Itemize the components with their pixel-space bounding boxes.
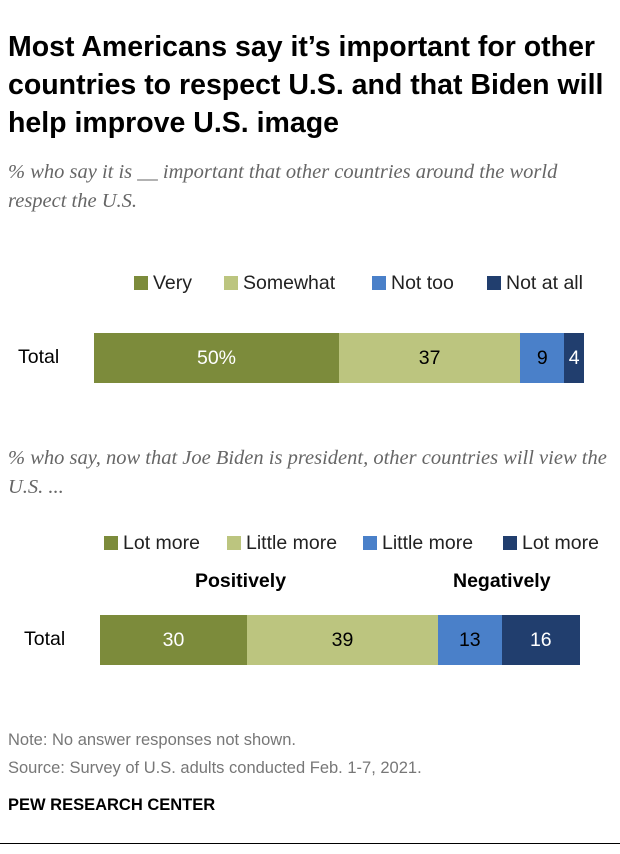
bar-segment-not-too: 9: [520, 333, 565, 383]
data-label-positive-lot-more: 30: [162, 628, 185, 651]
legend-swatch-somewhat: [224, 276, 238, 290]
legend-swatch-negative-lot-more: [503, 536, 517, 550]
bar-segment-not-at-all: 4: [564, 333, 584, 383]
legend-item-not-too: Not too: [372, 270, 454, 296]
bar-segment-negative-little-more: 13: [437, 615, 502, 665]
legend-label-negative-lot-more: Lot more: [522, 531, 599, 554]
source-text: Source: Survey of U.S. adults conducted …: [8, 759, 422, 777]
legend-label-positive-lot-more: Lot more: [123, 531, 200, 554]
chart2-subtitle: % who say, now that Joe Biden is preside…: [8, 447, 607, 498]
data-label-positive-little-more: 39: [331, 628, 354, 651]
chart2-bar: 30 39 13 16: [100, 615, 580, 665]
legend-label-positive-little-more: Little more: [246, 531, 338, 554]
bottom-rule: [0, 843, 620, 844]
legend-swatch-not-at-all: [487, 276, 501, 290]
legend-swatch-not-too: [372, 276, 386, 290]
data-label-not-too: 9: [536, 346, 548, 369]
chart1-subtitle: % who say it is __ important that other …: [8, 161, 558, 212]
legend-item-somewhat: Somewhat: [224, 270, 335, 296]
group-label-negatively: Negatively: [453, 570, 551, 592]
legend-swatch-positive-lot-more: [104, 536, 118, 550]
legend-item-positive-lot-more: Lot more: [104, 530, 200, 556]
legend-item-negative-little-more: Little more: [363, 530, 473, 556]
chart-title: Most Americans say it’s important for ot…: [8, 31, 604, 139]
bar-segment-somewhat: 37: [339, 333, 521, 383]
data-label-negative-little-more: 13: [458, 628, 481, 651]
chart2-legend: Lot more Little more Little more Lot mor…: [0, 530, 620, 556]
group-label-positively: Positively: [195, 570, 287, 592]
bar-segment-positive-little-more: 39: [246, 615, 438, 665]
legend-label-somewhat: Somewhat: [243, 271, 336, 294]
legend-item-negative-lot-more: Lot more: [503, 530, 599, 556]
note-text: Note: No answer responses not shown.: [8, 731, 296, 749]
data-label-negative-lot-more: 16: [529, 628, 552, 651]
legend-item-not-at-all: Not at all: [487, 270, 583, 296]
legend-swatch-negative-little-more: [363, 536, 377, 550]
legend-label-negative-little-more: Little more: [382, 531, 474, 554]
legend-swatch-very: [134, 276, 148, 290]
chart1-row-label: Total: [18, 346, 60, 368]
bar-segment-positive-lot-more: 30: [100, 615, 247, 665]
legend-item-positive-little-more: Little more: [227, 530, 337, 556]
bar-segment-very: 50%: [94, 333, 339, 383]
chart2-row-label: Total: [24, 628, 66, 650]
chart1-legend: Very Somewhat Not too Not at all: [0, 270, 620, 296]
legend-item-very: Very: [134, 270, 192, 296]
chart1-bar: 50% 37 9 4: [94, 333, 584, 383]
data-label-very: 50%: [196, 346, 237, 369]
bar-segment-negative-lot-more: 16: [501, 615, 580, 665]
data-label-not-at-all: 4: [568, 346, 580, 369]
data-label-somewhat: 37: [418, 346, 441, 369]
legend-label-not-too: Not too: [391, 271, 454, 294]
legend-label-not-at-all: Not at all: [506, 271, 583, 294]
legend-label-very: Very: [153, 271, 193, 294]
legend-swatch-positive-little-more: [227, 536, 241, 550]
brand-name: PEW RESEARCH CENTER: [8, 796, 216, 814]
